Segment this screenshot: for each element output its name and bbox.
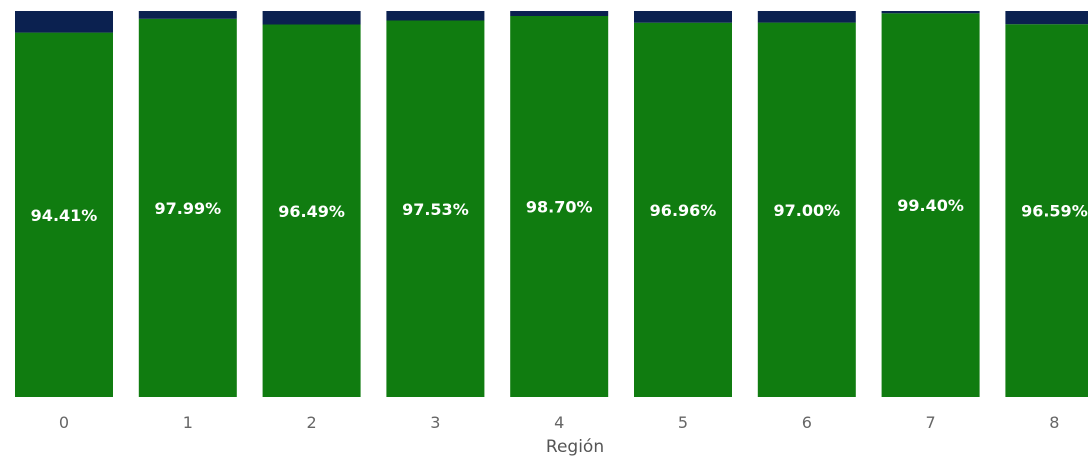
data-label-8: 96.59% — [1021, 202, 1088, 221]
x-tick-label-4: 4 — [554, 413, 564, 432]
bar-segment-remainder-8 — [1005, 11, 1088, 25]
x-tick-label-7: 7 — [926, 413, 936, 432]
data-label-0: 94.41% — [31, 206, 98, 225]
x-tick-label-8: 8 — [1049, 413, 1059, 432]
x-tick-label-5: 5 — [678, 413, 688, 432]
bar-segment-remainder-2 — [262, 11, 361, 25]
bar-segment-main-7 — [881, 13, 980, 398]
bar-segment-remainder-7 — [881, 11, 980, 14]
data-label-3: 97.53% — [402, 200, 469, 219]
bar-segment-main-5 — [634, 22, 732, 397]
x-tick-label-6: 6 — [802, 413, 812, 432]
bar-segment-main-0 — [15, 32, 113, 397]
bar-segment-remainder-6 — [757, 11, 856, 23]
bar-segment-remainder-1 — [138, 11, 237, 19]
bar-segment-main-3 — [386, 20, 485, 397]
bar-segment-main-6 — [757, 22, 856, 397]
x-tick-label-2: 2 — [307, 413, 317, 432]
x-tick-label-1: 1 — [183, 413, 193, 432]
bar-segment-main-1 — [138, 18, 237, 398]
bar-segment-remainder-4 — [510, 11, 609, 16]
bar-segment-remainder-0 — [15, 11, 113, 33]
data-labels-layer: 94.41% 97.99% 96.49% 97.53% 98.70% 96.96% 97.0… — [31, 196, 1088, 225]
bar-segment-main-8 — [1005, 24, 1088, 397]
bar-segment-main-2 — [262, 24, 361, 397]
bar-segment-remainder-3 — [386, 11, 485, 21]
bars-layer — [15, 11, 1088, 398]
x-axis-title: Región — [546, 437, 604, 457]
data-label-2: 96.49% — [278, 202, 345, 221]
bar-segment-main-4 — [510, 16, 609, 397]
data-label-1: 97.99% — [154, 199, 221, 218]
data-label-5: 96.96% — [650, 201, 717, 220]
data-label-4: 98.70% — [526, 198, 593, 217]
data-label-6: 97.00% — [773, 201, 840, 220]
x-tick-label-3: 3 — [430, 413, 440, 432]
x-tick-label-0: 0 — [59, 413, 69, 432]
x-axis-ticks: 0 1 2 3 4 5 6 7 8 — [59, 413, 1060, 432]
data-label-7: 99.40% — [897, 196, 964, 215]
bar-segment-remainder-5 — [634, 11, 732, 23]
